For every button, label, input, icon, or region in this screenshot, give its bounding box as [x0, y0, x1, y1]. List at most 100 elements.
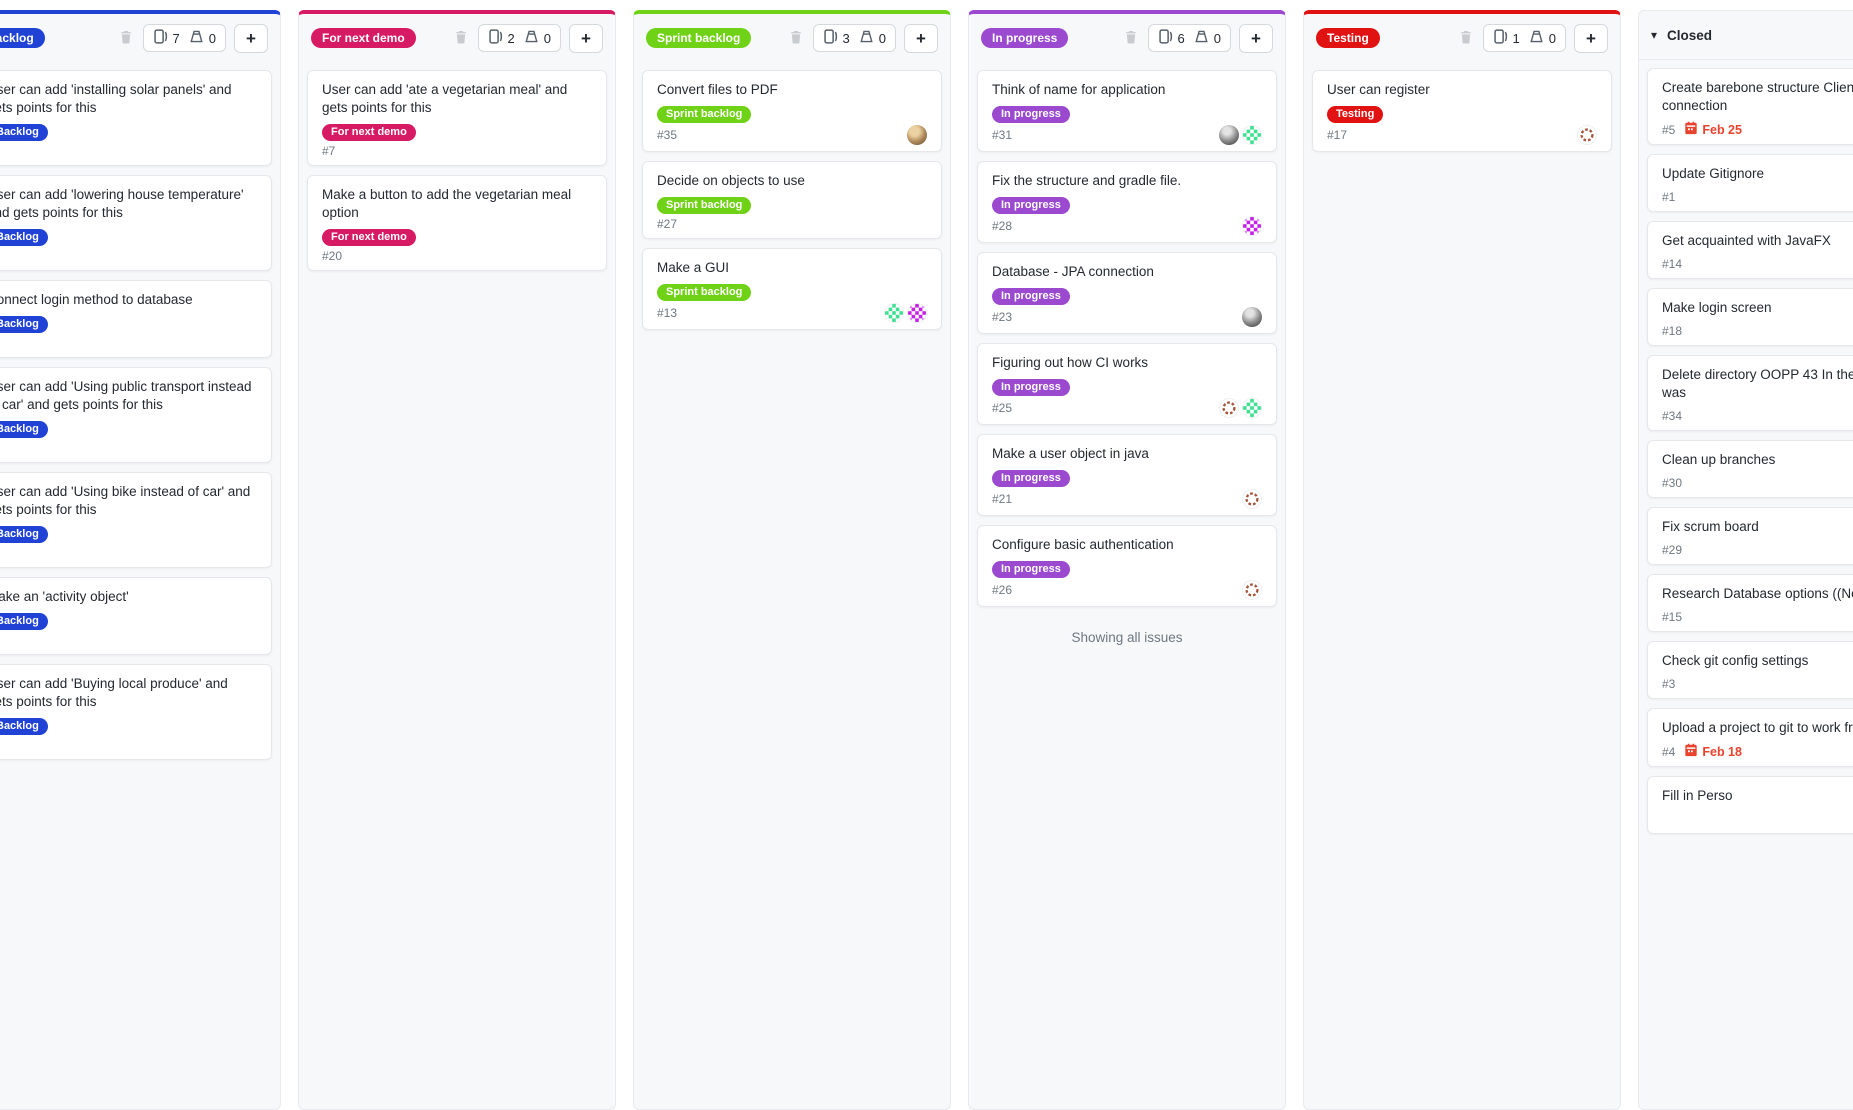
card-avatars	[1242, 216, 1262, 236]
card-label: Backlog	[0, 229, 48, 246]
trash-icon	[789, 30, 803, 47]
card-title[interactable]: Fix scrum board	[1662, 519, 1759, 534]
card-label: In progress	[992, 288, 1070, 305]
card-meta-left: #18	[1662, 324, 1682, 338]
issue-card[interactable]: Convert files to PDF Sprint backlog #35	[642, 70, 942, 152]
card-title[interactable]: Think of name for application	[992, 82, 1166, 97]
issue-card[interactable]: Update Gitignore #1	[1647, 154, 1853, 212]
delete-column-button[interactable]	[1457, 28, 1475, 49]
card-title[interactable]: Create barebone structure Client-Server …	[1662, 80, 1853, 113]
delete-column-button[interactable]	[1122, 28, 1140, 49]
card-title[interactable]: Make an 'activity object'	[0, 589, 129, 604]
card-title[interactable]: Research Database options ((No)SQL?)	[1662, 586, 1853, 601]
issue-card[interactable]: Fix the structure and gradle file. In pro…	[977, 161, 1277, 243]
card-label: In progress	[992, 379, 1070, 396]
card-label: Sprint backlog	[657, 106, 752, 123]
card-title[interactable]: Make login screen	[1662, 300, 1772, 315]
trash-icon	[454, 30, 468, 47]
card-title[interactable]: Fix the structure and gradle file.	[992, 173, 1182, 188]
card-title[interactable]: User can add 'Using public transport ins…	[0, 379, 252, 412]
card-title[interactable]: Make a GUI	[657, 260, 730, 275]
issue-card[interactable]: Make an 'activity object' Backlog	[0, 577, 272, 655]
card-title[interactable]: Get acquainted with JavaFX	[1662, 233, 1831, 248]
issue-card[interactable]: User can add 'ate a vegetarian meal' and…	[307, 70, 607, 166]
card-title[interactable]: Convert files to PDF	[657, 82, 778, 97]
issue-number: #18	[1662, 324, 1683, 338]
card-title[interactable]: Upload a project to git to work from	[1662, 720, 1853, 735]
column-label: Sprint backlog	[646, 28, 752, 48]
card-title[interactable]: Decide on objects to use	[657, 173, 805, 188]
issue-card[interactable]: Figuring out how CI works In progress #25	[977, 343, 1277, 425]
card-title[interactable]: Connect login method to database	[0, 292, 193, 307]
card-title[interactable]: Clean up branches	[1662, 452, 1776, 467]
card-title[interactable]: User can add 'installing solar panels' a…	[0, 82, 232, 115]
card-title[interactable]: Check git config settings	[1662, 653, 1809, 668]
issue-card[interactable]: Fix scrum board #29	[1647, 507, 1853, 565]
card-label: Testing	[1327, 106, 1384, 123]
card-title[interactable]: Make a button to add the vegetarian meal…	[322, 187, 572, 220]
column-label: In progress	[981, 28, 1069, 48]
card-title[interactable]: Figuring out how CI works	[992, 355, 1149, 370]
add-card-button[interactable]: +	[569, 23, 603, 53]
delete-column-button[interactable]	[117, 28, 135, 49]
issue-card[interactable]: Decide on objects to use Sprint backlog #2…	[642, 161, 942, 239]
issue-card[interactable]: User can add 'Using bike instead of car'…	[0, 472, 272, 568]
issue-card[interactable]: Upload a project to git to work from #4 Fe…	[1647, 708, 1853, 767]
add-card-button[interactable]: +	[234, 23, 268, 53]
issue-card[interactable]: Make a button to add the vegetarian meal…	[307, 175, 607, 271]
issue-card[interactable]: Make a user object in java In progress #21	[977, 434, 1277, 516]
add-card-button[interactable]: +	[904, 23, 938, 53]
cards-count: 6	[1177, 30, 1185, 46]
card-title[interactable]: Update Gitignore	[1662, 166, 1765, 181]
issue-card[interactable]: Fill in Perso	[1647, 776, 1853, 834]
delete-column-button[interactable]	[452, 28, 470, 49]
add-card-button[interactable]: +	[1574, 23, 1608, 53]
card-meta-row: #23	[992, 307, 1262, 327]
issue-card[interactable]: Create barebone structure Client-Server …	[1647, 68, 1853, 145]
card-title[interactable]: User can add 'ate a vegetarian meal' and…	[322, 82, 568, 115]
card-meta-row: #35	[657, 125, 927, 145]
card-label-row: Backlog	[0, 227, 257, 246]
issue-card[interactable]: Delete directory OOPP 43 In the beginnin…	[1647, 355, 1853, 431]
issue-card[interactable]: Database - JPA connection In progress #23	[977, 252, 1277, 334]
issue-card[interactable]: Research Database options ((No)SQL?) #15	[1647, 574, 1853, 632]
issue-card[interactable]: Get acquainted with JavaFX #14	[1647, 221, 1853, 279]
card-title[interactable]: Delete directory OOPP 43 In the beginnin…	[1662, 367, 1853, 400]
card-title[interactable]: User can add 'lowering house temperature…	[0, 187, 244, 220]
board-column-for-next-demo: For next demo 2 0 + User can add 'ate a vege…	[298, 10, 616, 1110]
card-title[interactable]: Configure basic authentication	[992, 537, 1174, 552]
card-title[interactable]: Database - JPA connection	[992, 264, 1154, 279]
card-title[interactable]: Fill in Perso	[1662, 788, 1733, 803]
card-avatars	[1219, 398, 1262, 418]
column-header-closed[interactable]: ▾ Closed	[1639, 11, 1853, 60]
issue-card[interactable]: Clean up branches #30	[1647, 440, 1853, 498]
calendar-icon	[1684, 121, 1698, 138]
card-meta-row: #7	[322, 143, 592, 159]
issue-card[interactable]: User can register Testing #17	[1312, 70, 1612, 152]
delete-column-button[interactable]	[787, 28, 805, 49]
issue-card[interactable]: User can add 'installing solar panels' a…	[0, 70, 272, 166]
issue-number: #30	[1662, 476, 1683, 490]
issue-card[interactable]: Think of name for application In progress…	[977, 70, 1277, 152]
card-title[interactable]: User can add 'Using bike instead of car'…	[0, 484, 251, 517]
archived-count-icon	[189, 29, 204, 47]
issue-card[interactable]: Check git config settings #3	[1647, 641, 1853, 699]
issue-card[interactable]: Make a GUI Sprint backlog #13	[642, 248, 942, 330]
issue-card[interactable]: Make login screen #18	[1647, 288, 1853, 346]
add-card-button[interactable]: +	[1239, 23, 1273, 53]
card-label: Backlog	[0, 316, 48, 333]
avatar-ring-brown	[1242, 489, 1262, 509]
column-body: Think of name for application In progress…	[969, 62, 1285, 663]
card-title[interactable]: Make a user object in java	[992, 446, 1149, 461]
issue-card[interactable]: User can add 'lowering house temperature…	[0, 175, 272, 271]
issue-card[interactable]: User can add 'Buying local produce' and …	[0, 664, 272, 760]
card-meta-left: #21	[992, 492, 1012, 506]
issue-card[interactable]: Configure basic authentication In progres…	[977, 525, 1277, 607]
issue-card[interactable]: User can add 'Using public transport ins…	[0, 367, 272, 463]
card-title[interactable]: User can add 'Buying local produce' and …	[0, 676, 228, 709]
card-title[interactable]: User can register	[1327, 82, 1430, 97]
issue-card[interactable]: Connect login method to database Backlog	[0, 280, 272, 358]
card-label-row: In progress	[992, 286, 1262, 305]
card-meta-row: #17	[1327, 125, 1597, 145]
column-body: User can register Testing #17	[1304, 62, 1620, 160]
